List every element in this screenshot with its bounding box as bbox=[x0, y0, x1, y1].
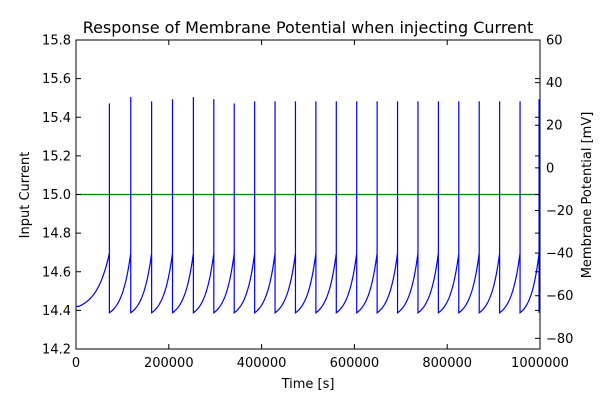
right-axis-ticks: −80 −60 −40 −20 0 20 40 60 bbox=[535, 34, 573, 347]
spike-peak-point bbox=[254, 101, 256, 103]
spike-peak-point bbox=[499, 101, 501, 103]
x-tick-label: 0 bbox=[72, 356, 80, 371]
spike-peak-point bbox=[233, 103, 235, 105]
chart-title: Response of Membrane Potential when inje… bbox=[83, 18, 534, 37]
left-tick-label: 14.2 bbox=[42, 343, 71, 358]
spike-peak-point bbox=[478, 101, 480, 103]
spike-peak-point bbox=[376, 101, 378, 103]
spike-peak-point bbox=[356, 101, 358, 103]
right-tick-label: −40 bbox=[546, 247, 573, 262]
x-tick-label: 1000000 bbox=[511, 356, 569, 371]
left-tick-label: 14.8 bbox=[42, 227, 71, 242]
x-tick-label: 800000 bbox=[422, 356, 472, 371]
left-y-axis-label: Input Current bbox=[18, 152, 33, 239]
spike-peak-point bbox=[274, 101, 276, 103]
spike-peak-point bbox=[315, 101, 317, 103]
spike-peak-point bbox=[192, 96, 194, 99]
plot-area bbox=[75, 39, 541, 350]
x-tick-label: 400000 bbox=[237, 356, 287, 371]
spike-peak-point bbox=[519, 101, 521, 103]
membrane-potential-line bbox=[76, 97, 540, 315]
spike-peak-point bbox=[294, 101, 297, 103]
right-tick-label: 20 bbox=[546, 119, 563, 134]
left-tick-label: 15.4 bbox=[42, 111, 71, 126]
spike-peak-point bbox=[437, 101, 439, 103]
spike-peak-point bbox=[130, 96, 132, 99]
right-tick-label: −80 bbox=[546, 332, 573, 347]
spike-peak-point bbox=[108, 103, 111, 105]
x-tick-label: 600000 bbox=[330, 356, 380, 371]
spike-peak-point bbox=[396, 101, 399, 103]
spike-peak-point bbox=[151, 101, 153, 103]
spike-peak-point bbox=[335, 101, 337, 103]
left-tick-label: 15.6 bbox=[42, 72, 71, 87]
x-axis-label: Time [s] bbox=[281, 377, 335, 392]
spike-peak-point bbox=[417, 101, 419, 103]
left-tick-label: 15.2 bbox=[42, 149, 71, 164]
right-y-axis-label: Membrane Potential [mV] bbox=[580, 112, 595, 279]
spike-peak-point bbox=[171, 99, 174, 101]
right-tick-label: 40 bbox=[546, 76, 563, 91]
x-axis-ticks: 0 200000 400000 600000 800000 1000000 bbox=[72, 40, 569, 371]
left-tick-label: 14.6 bbox=[42, 265, 71, 280]
left-axis-ticks: 14.2 14.4 14.6 14.8 15.0 15.2 15.4 15.6 15.8 bbox=[42, 34, 540, 358]
left-tick-label: 15.8 bbox=[42, 34, 71, 49]
x-tick-label: 200000 bbox=[144, 356, 194, 371]
spike-peak-point bbox=[538, 99, 540, 101]
right-tick-label: 0 bbox=[546, 161, 554, 176]
spike-peak-point bbox=[213, 99, 215, 101]
spike-peak-point bbox=[458, 101, 460, 103]
left-tick-label: 15.0 bbox=[42, 188, 71, 203]
left-tick-label: 14.4 bbox=[42, 304, 71, 319]
right-tick-label: 60 bbox=[546, 34, 563, 49]
right-tick-label: −20 bbox=[546, 204, 573, 219]
right-tick-label: −60 bbox=[546, 289, 573, 304]
